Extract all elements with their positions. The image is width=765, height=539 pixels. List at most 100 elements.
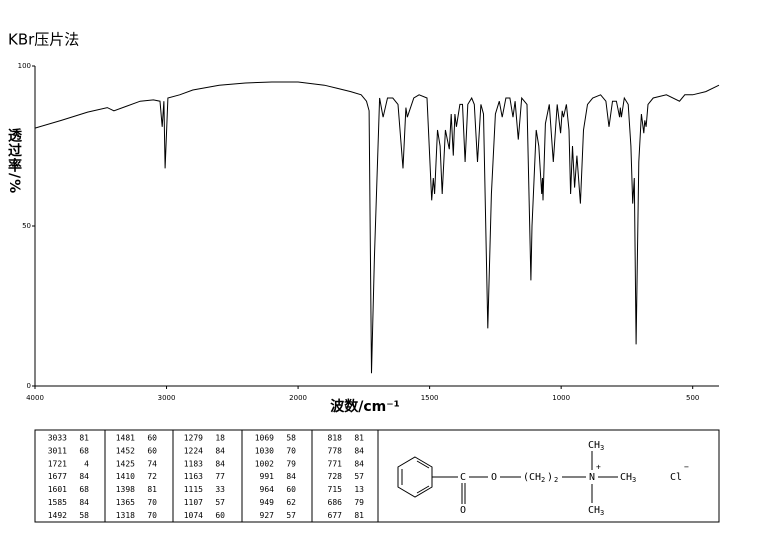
peak-wavenumber: 771 [328, 459, 343, 468]
peak-wavenumber: 3011 [48, 446, 67, 455]
peak-wavenumber: 818 [328, 434, 343, 443]
x-axis-label: 波数/cm⁻¹ [330, 398, 400, 415]
peak-transmittance: 60 [147, 446, 157, 455]
peak-wavenumber: 686 [328, 498, 343, 507]
group: CH [620, 472, 632, 483]
peak-wavenumber: 778 [328, 446, 343, 455]
peak-transmittance: 70 [286, 446, 296, 455]
y-tick-label: 50 [22, 222, 31, 230]
group: CH [588, 505, 600, 516]
peak-transmittance: 62 [286, 498, 296, 507]
y-axis-label: 透过率/% [6, 128, 22, 194]
peak-transmittance: 70 [147, 498, 157, 507]
peak-transmittance: 68 [79, 446, 89, 455]
peak-wavenumber: 1452 [116, 446, 135, 455]
group: (CH [523, 472, 541, 483]
peak-transmittance: 81 [354, 434, 364, 443]
peak-wavenumber: 1721 [48, 459, 67, 468]
subscript: 2 [541, 476, 545, 484]
peak-transmittance: 13 [354, 485, 364, 494]
x-tick-label: 4000 [26, 394, 44, 402]
subscript: 3 [600, 444, 604, 452]
peak-wavenumber: 1224 [184, 446, 203, 455]
charge: + [596, 463, 601, 472]
peak-transmittance: 77 [215, 472, 225, 481]
peak-wavenumber: 1410 [116, 472, 135, 481]
peak-transmittance: 72 [147, 472, 157, 481]
peak-transmittance: 84 [79, 498, 89, 507]
y-tick-label: 0 [27, 382, 31, 390]
peak-transmittance: 84 [215, 446, 225, 455]
peak-wavenumber: 1163 [184, 472, 203, 481]
atom: N [589, 472, 595, 483]
peak-transmittance: 68 [79, 485, 89, 494]
peak-wavenumber: 1030 [255, 446, 274, 455]
table-frame [34, 429, 720, 523]
peak-transmittance: 60 [286, 485, 296, 494]
peak-transmittance: 58 [286, 434, 296, 443]
x-tick-label: 3000 [158, 394, 176, 402]
peak-wavenumber: 1585 [48, 498, 67, 507]
peak-transmittance: 60 [215, 511, 225, 520]
x-tick-label: 500 [686, 394, 699, 402]
peak-transmittance: 79 [286, 459, 296, 468]
group: CH [588, 440, 600, 451]
ion: Cl [670, 472, 682, 483]
peak-transmittance: 4 [84, 459, 89, 468]
peak-transmittance: 60 [147, 434, 157, 443]
peak-transmittance: 70 [147, 511, 157, 520]
group: ) [547, 472, 553, 483]
x-tick-label: 2000 [289, 394, 307, 402]
x-tick-label: 1500 [421, 394, 439, 402]
peak-wavenumber: 1115 [184, 485, 203, 494]
subscript: 3 [632, 476, 636, 484]
peak-wavenumber: 1183 [184, 459, 203, 468]
peak-wavenumber: 1677 [48, 472, 67, 481]
peak-wavenumber: 728 [328, 472, 343, 481]
peak-transmittance: 84 [354, 446, 364, 455]
peak-wavenumber: 677 [328, 511, 343, 520]
spectrum-line [34, 81, 720, 374]
peak-wavenumber: 1069 [255, 434, 274, 443]
charge: − [684, 463, 689, 472]
peak-transmittance: 74 [147, 459, 157, 468]
ring-bond [416, 460, 430, 469]
peak-wavenumber: 1601 [48, 485, 67, 494]
peak-table [34, 429, 720, 523]
peak-transmittance: 81 [354, 511, 364, 520]
peak-wavenumber: 715 [328, 485, 343, 494]
peak-wavenumber: 1492 [48, 511, 67, 520]
peak-wavenumber: 927 [260, 511, 275, 520]
peak-transmittance: 84 [215, 459, 225, 468]
peak-transmittance: 58 [79, 511, 89, 520]
subscript: 3 [600, 509, 604, 517]
peak-wavenumber: 1107 [184, 498, 203, 507]
peak-transmittance: 84 [354, 459, 364, 468]
peak-wavenumber: 1398 [116, 485, 135, 494]
atom: O [460, 505, 466, 516]
peak-transmittance: 57 [354, 472, 364, 481]
peak-transmittance: 79 [354, 498, 364, 507]
peak-wavenumber: 991 [260, 472, 275, 481]
peak-wavenumber: 3033 [48, 434, 67, 443]
peak-wavenumber: 1002 [255, 459, 274, 468]
peak-transmittance: 57 [215, 498, 225, 507]
peak-transmittance: 57 [286, 511, 296, 520]
x-tick-label: 1000 [552, 394, 570, 402]
peak-transmittance: 84 [79, 472, 89, 481]
benzene-ring [397, 456, 433, 498]
structure-labels: C O O (CH 2 ) 2 N + CH 3 CH 3 CH 3 Cl − [460, 440, 689, 517]
peak-wavenumber: 949 [260, 498, 275, 507]
peak-transmittance: 33 [215, 485, 225, 494]
atom: O [491, 472, 497, 483]
peak-transmittance: 84 [286, 472, 296, 481]
peak-wavenumber: 964 [260, 485, 275, 494]
peak-transmittance: 81 [147, 485, 157, 494]
ring-bond [416, 485, 430, 494]
peak-wavenumber: 1279 [184, 434, 203, 443]
chart-title: KBr压片法 [8, 31, 79, 49]
peak-wavenumber: 1074 [184, 511, 203, 520]
peak-transmittance: 18 [215, 434, 225, 443]
atom: C [460, 472, 466, 483]
